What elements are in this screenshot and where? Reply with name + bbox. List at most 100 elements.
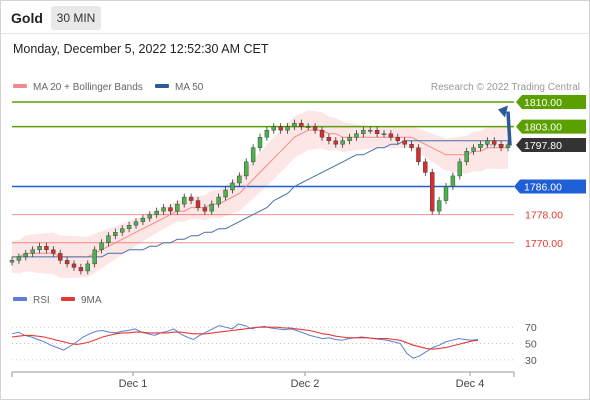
candle-body [361,129,366,134]
rsi-line [11,323,479,359]
candle-body [44,246,49,251]
rsi-legend-swatch-0 [13,297,27,301]
candle-body [285,126,290,131]
candle-body [209,203,214,212]
candle-body [340,140,345,145]
candle-body [113,232,118,236]
candle-body [271,126,276,131]
rsi-tick-70: 70 [525,322,537,334]
candle-body [395,137,400,141]
candle-body [257,137,263,148]
candle-body [106,235,111,243]
candle-body [326,137,332,141]
candle-body [299,122,304,127]
level-tag-1797.80 [516,137,586,152]
candle-body [492,140,497,145]
candle-body [99,242,104,251]
candle-body [409,144,414,148]
candle-body [312,126,318,131]
candle-body [381,133,387,135]
candle-body [30,249,35,254]
candle-body [402,140,407,145]
level-tag-1810.00 [516,95,586,110]
candle-body [264,129,270,138]
projection-arrow-shaft [506,111,512,146]
level-tag-text-1797.80: 1797.80 [524,140,562,152]
candle-body [9,260,15,263]
candle-body [23,253,28,258]
rsi-ma-line [11,326,479,350]
candle-body [182,196,187,205]
legend-label-0: MA 20 + Bollinger Bands [33,82,143,93]
candle-body [161,207,166,212]
bollinger-band [12,110,508,278]
candle-body [478,144,483,148]
candle-body [154,210,159,215]
candle-body [133,221,139,226]
candle-body [423,161,428,173]
x-tick-label-0: Dec 1 [119,378,148,390]
level-tag-text-1803.00: 1803.00 [524,122,562,134]
candle-body [498,144,504,148]
candle-body [471,147,476,152]
instrument-title: Gold [11,10,43,26]
candle-body [237,175,242,184]
candle-body [374,129,380,134]
x-tick-label-1: Dec 2 [291,378,320,390]
level-tag-text-1810.00: 1810.00 [524,97,562,109]
candle-body [347,137,352,141]
timeframe-button[interactable]: 30 MIN [51,6,101,30]
candle-body [216,196,221,205]
candle-body [306,126,311,128]
candle-body [457,161,462,177]
level-label-1770.00: 1770.00 [525,238,563,250]
candle-body [140,217,146,222]
candle-body [120,228,125,233]
candle-body [505,144,511,148]
candle-body [430,172,435,212]
candle-body [16,256,22,261]
rsi-legend-swatch-1 [61,297,75,301]
candle-body [92,249,97,265]
candle-body [126,224,132,229]
candle-body [278,126,283,131]
rsi-tick-30: 30 [525,355,537,367]
candle-body [292,122,297,127]
title-bar: Gold 30 MIN [0,0,590,36]
title-divider [1,33,589,34]
candle-body [37,246,42,251]
candle-body [416,147,421,163]
candle-body [354,133,359,138]
legend-label-1: MA 50 [175,82,204,93]
candle-body [244,161,249,177]
rsi-legend-label-0: RSI [33,295,50,306]
candle-body [436,200,442,212]
candle-body [51,249,56,254]
rsi-tick-50: 50 [525,339,537,351]
candle-body [85,263,90,272]
level-label-1778.00: 1778.00 [525,210,563,222]
x-tick-label-2: Dec 4 [456,378,485,390]
candle-body [485,140,490,145]
candle-body [388,133,394,138]
projection-arrow-head [498,105,508,118]
candle-body [319,129,325,138]
level-tag-1786.00 [514,179,586,194]
candle-body [71,263,77,268]
candle-body [168,207,173,212]
candle-body [368,129,373,132]
candle-body [223,189,228,198]
candle-body [202,207,208,212]
candle-body [443,186,449,201]
candle-body [195,200,201,208]
candle-body [64,260,70,265]
candle-body [464,151,469,163]
rsi-legend-label-1: 9MA [81,295,102,306]
candle-body [450,175,456,187]
candle-body [333,140,338,145]
datetime-label: Monday, December 5, 2022 12:52:30 AM CET [13,42,269,56]
legend-swatch-1 [155,84,169,88]
level-tag-1803.00 [516,119,586,134]
credit-label: Research © 2022 Trading Central [431,82,580,93]
